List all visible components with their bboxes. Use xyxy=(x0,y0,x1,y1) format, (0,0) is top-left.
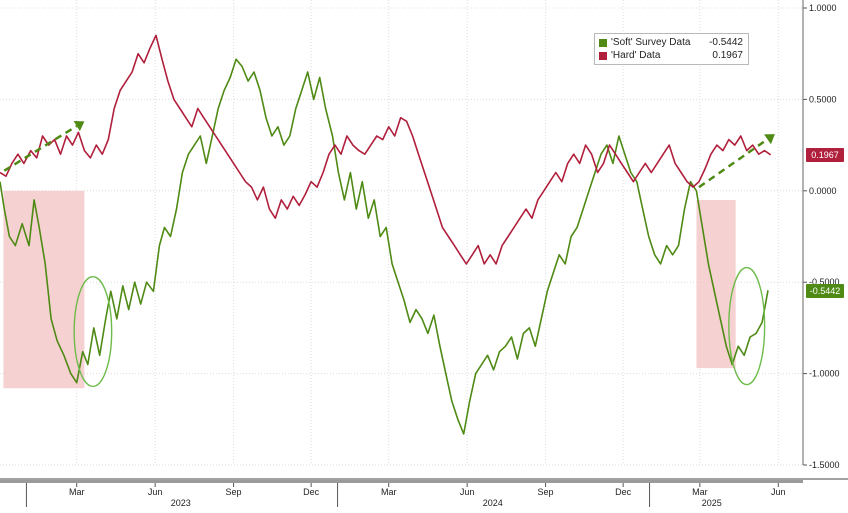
x-year-label: 2024 xyxy=(483,498,503,508)
x-tick-label: Mar xyxy=(381,487,397,497)
legend-value-soft: -0.5442 xyxy=(709,37,743,48)
legend: 'Soft' Survey Data -0.5442 'Hard' Data 0… xyxy=(594,33,749,65)
highlight-ellipse xyxy=(73,276,113,388)
legend-label-hard: 'Hard' Data xyxy=(611,50,661,61)
x-year-label: 2025 xyxy=(702,498,722,508)
y-tick-label: 1.0000 xyxy=(809,3,837,13)
last-value-tag-hard: 0.1967 xyxy=(806,148,844,162)
x-tick-label: Dec xyxy=(615,487,632,497)
y-tick-label: -1.5000 xyxy=(809,460,840,470)
x-tick-label: Sep xyxy=(538,487,554,497)
trend-arrow-line xyxy=(698,138,769,189)
y-tick-label: 0.0000 xyxy=(809,186,837,196)
y-tick-label: -0.5000 xyxy=(809,277,840,287)
plot-area xyxy=(0,0,803,465)
legend-entry-soft: 'Soft' Survey Data -0.5442 xyxy=(599,37,745,49)
legend-entry-hard: 'Hard' Data 0.1967 xyxy=(599,50,745,62)
series-line-soft xyxy=(0,58,769,435)
trend-arrow-head xyxy=(73,120,85,132)
x-tick-label: Jun xyxy=(771,487,786,497)
x-tick-label: Mar xyxy=(69,487,85,497)
legend-label-soft: 'Soft' Survey Data xyxy=(611,37,691,48)
x-tick-label: Jun xyxy=(148,487,163,497)
highlight-ellipse xyxy=(728,266,766,386)
legend-swatch-hard xyxy=(599,52,607,60)
x-tick-label: Jun xyxy=(460,487,475,497)
y-tick-label: 0.5000 xyxy=(809,94,837,104)
legend-swatch-soft xyxy=(599,39,607,47)
y-tick-label: -1.0000 xyxy=(809,369,840,379)
x-tick-label: Mar xyxy=(692,487,708,497)
last-value-tag-soft: -0.5442 xyxy=(806,284,844,298)
series-line-hard xyxy=(0,34,772,265)
x-tick-label: Sep xyxy=(226,487,242,497)
trend-arrow-line xyxy=(3,124,78,172)
shaded-region xyxy=(3,190,85,389)
x-axis-band xyxy=(0,480,803,483)
trend-arrow-head xyxy=(764,134,775,145)
x-year-label: 2023 xyxy=(171,498,191,508)
x-tick-label: Dec xyxy=(303,487,320,497)
legend-value-hard: 0.1967 xyxy=(712,50,743,61)
